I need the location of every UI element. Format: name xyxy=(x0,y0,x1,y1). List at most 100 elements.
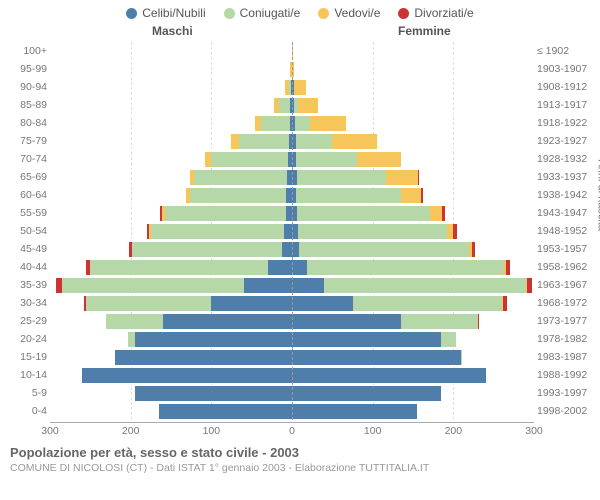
bar-segment xyxy=(401,188,421,203)
bar-segment xyxy=(90,260,267,275)
bar-segment xyxy=(503,296,507,311)
bar-row xyxy=(50,240,292,258)
bar-segment xyxy=(135,386,292,401)
age-tick: 10-14 xyxy=(6,366,50,384)
bar-segment xyxy=(294,80,305,95)
age-tick: 35-39 xyxy=(6,276,50,294)
bar-segment xyxy=(292,350,461,365)
bar-segment xyxy=(159,404,292,419)
birth-tick: 1983-1987 xyxy=(534,348,594,366)
bar-row xyxy=(50,42,292,60)
bar-segment xyxy=(292,278,324,293)
bar-row xyxy=(292,366,534,384)
bar-row xyxy=(292,348,534,366)
bar-segment xyxy=(261,116,289,131)
bar-row xyxy=(292,78,534,96)
bar-row xyxy=(292,276,534,294)
birth-tick: 1963-1967 xyxy=(534,276,594,294)
bar-segment xyxy=(106,314,162,329)
bar-row xyxy=(50,96,292,114)
x-tick: 100 xyxy=(203,425,221,437)
bar-row xyxy=(292,132,534,150)
birth-tick: 1978-1982 xyxy=(534,330,594,348)
bar-row xyxy=(292,222,534,240)
bar-segment xyxy=(292,404,417,419)
legend: Celibi/NubiliConiugati/eVedovi/eDivorzia… xyxy=(0,0,600,24)
age-tick: 25-29 xyxy=(6,312,50,330)
age-tick: 90-94 xyxy=(6,78,50,96)
age-tick: 75-79 xyxy=(6,132,50,150)
bar-segment xyxy=(442,206,445,221)
bar-row xyxy=(292,186,534,204)
bar-segment xyxy=(165,206,286,221)
bar-segment xyxy=(478,314,480,329)
birth-tick: 1908-1912 xyxy=(534,78,594,96)
bar-row xyxy=(50,294,292,312)
bar-row xyxy=(50,168,292,186)
plot xyxy=(50,42,534,420)
birth-tick: 1933-1937 xyxy=(534,168,594,186)
birth-tick: 1918-1922 xyxy=(534,114,594,132)
bar-segment xyxy=(163,314,292,329)
birth-tick: 1938-1942 xyxy=(534,186,594,204)
bar-row xyxy=(50,402,292,420)
bar-row xyxy=(292,294,534,312)
age-tick: 60-64 xyxy=(6,186,50,204)
legend-swatch xyxy=(224,8,235,19)
age-tick: 70-74 xyxy=(6,150,50,168)
age-tick: 15-19 xyxy=(6,348,50,366)
birth-tick: 1948-1952 xyxy=(534,222,594,240)
footer: Popolazione per età, sesso e stato civil… xyxy=(0,439,600,474)
bar-row xyxy=(292,168,534,186)
bar-row xyxy=(50,114,292,132)
birth-tick: 1923-1927 xyxy=(534,132,594,150)
bar-segment xyxy=(295,116,310,131)
age-tick: 40-44 xyxy=(6,258,50,276)
legend-swatch xyxy=(318,8,329,19)
bar-segment xyxy=(430,206,442,221)
bar-segment xyxy=(332,134,376,149)
bar-row xyxy=(292,150,534,168)
age-tick: 80-84 xyxy=(6,114,50,132)
bar-segment xyxy=(239,134,289,149)
bar-segment xyxy=(62,278,244,293)
age-tick: 55-59 xyxy=(6,204,50,222)
x-tick: 100 xyxy=(364,425,382,437)
legend-item: Coniugati/e xyxy=(224,6,301,20)
legend-label: Vedovi/e xyxy=(334,6,380,20)
x-tick: 200 xyxy=(122,425,140,437)
bar-segment xyxy=(244,278,292,293)
bar-segment xyxy=(231,134,239,149)
birth-tick: 1988-1992 xyxy=(534,366,594,384)
bar-segment xyxy=(296,152,357,167)
bar-segment xyxy=(297,170,386,185)
bar-segment xyxy=(268,260,292,275)
bar-segment xyxy=(135,332,292,347)
bar-segment xyxy=(506,260,510,275)
bar-row xyxy=(292,114,534,132)
bar-row xyxy=(50,222,292,240)
x-ticks: 3002001000100200300 xyxy=(50,422,534,439)
bar-segment xyxy=(298,224,447,239)
female-half xyxy=(292,42,534,420)
bar-segment xyxy=(299,242,468,257)
bar-row xyxy=(292,204,534,222)
bar-segment xyxy=(282,242,292,257)
column-headers: Maschi Femmine xyxy=(0,24,600,42)
bar-row xyxy=(292,60,534,78)
age-tick: 85-89 xyxy=(6,96,50,114)
bar-row xyxy=(50,312,292,330)
bar-row xyxy=(50,60,292,78)
birth-tick: ≤ 1902 xyxy=(534,42,594,60)
birth-tick: 1968-1972 xyxy=(534,294,594,312)
bar-row xyxy=(292,96,534,114)
bar-row xyxy=(50,366,292,384)
chart-title: Popolazione per età, sesso e stato civil… xyxy=(10,445,590,460)
birth-tick: 1998-2002 xyxy=(534,402,594,420)
age-tick: 5-9 xyxy=(6,384,50,402)
birth-tick: 1973-1977 xyxy=(534,312,594,330)
bar-segment xyxy=(353,296,502,311)
bar-segment xyxy=(307,260,505,275)
bar-segment xyxy=(292,314,401,329)
age-tick: 0-4 xyxy=(6,402,50,420)
